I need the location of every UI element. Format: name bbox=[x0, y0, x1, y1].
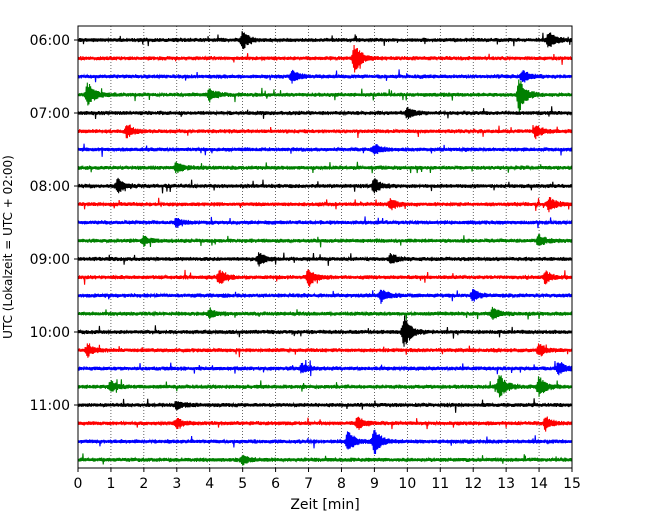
trace-line bbox=[77, 216, 573, 229]
x-tick-label: 7 bbox=[304, 476, 313, 492]
trace-line bbox=[77, 375, 573, 398]
x-tick-label: 1 bbox=[106, 476, 115, 492]
trace-line bbox=[77, 306, 573, 321]
y-tick-label: 09:00 bbox=[30, 252, 70, 268]
x-tick-label: 14 bbox=[530, 476, 548, 492]
x-tick-label: 8 bbox=[337, 476, 346, 492]
x-tick-label: 12 bbox=[464, 476, 482, 492]
trace-line bbox=[77, 161, 573, 174]
trace-line bbox=[77, 45, 573, 73]
trace-line bbox=[77, 453, 573, 466]
trace-line bbox=[77, 429, 573, 455]
x-tick-label: 9 bbox=[370, 476, 379, 492]
x-tick-label: 3 bbox=[172, 476, 181, 492]
y-tick-label: 06:00 bbox=[30, 33, 70, 49]
x-tick-label: 5 bbox=[238, 476, 247, 492]
trace-line bbox=[77, 398, 573, 413]
y-axis: 06:00 07:00 08:00 09:00 10:00 11:00 bbox=[30, 33, 78, 414]
x-tick-label: 10 bbox=[398, 476, 416, 492]
trace-line bbox=[77, 416, 573, 432]
plot-frame bbox=[77, 25, 573, 469]
x-axis: 0 1 2 3 4 5 6 7 8 9 10 11 12 13 14 15 bbox=[74, 468, 581, 492]
trace-line bbox=[77, 234, 573, 248]
x-tick-label: 6 bbox=[271, 476, 280, 492]
x-tick-label: 13 bbox=[497, 476, 515, 492]
x-tick-label: 11 bbox=[431, 476, 449, 492]
x-tick-label: 4 bbox=[205, 476, 214, 492]
trace-line bbox=[77, 143, 573, 157]
trace-line bbox=[77, 360, 573, 377]
trace-line bbox=[77, 269, 573, 287]
trace-line bbox=[77, 289, 573, 304]
trace-line bbox=[77, 124, 573, 140]
trace-line bbox=[77, 79, 573, 113]
trace-line bbox=[77, 106, 573, 120]
y-tick-label: 08:00 bbox=[30, 179, 70, 195]
trace-line bbox=[77, 315, 573, 347]
x-tick-label: 15 bbox=[563, 476, 581, 492]
trace-line bbox=[77, 252, 573, 267]
trace-line bbox=[77, 31, 573, 50]
x-tick-label: 0 bbox=[74, 476, 83, 492]
x-axis-label: Zeit [min] bbox=[290, 497, 359, 513]
x-tick-label: 2 bbox=[139, 476, 148, 492]
y-tick-label: 10:00 bbox=[30, 325, 70, 341]
trace-group bbox=[77, 31, 573, 466]
y-tick-label: 07:00 bbox=[30, 106, 70, 122]
y-tick-label: 11:00 bbox=[30, 398, 70, 414]
trace-line bbox=[77, 69, 573, 84]
trace-line bbox=[77, 197, 573, 213]
trace-line bbox=[77, 343, 573, 358]
y-axis-label: UTC (Lokalzeit = UTC + 02:00) bbox=[1, 155, 15, 339]
trace-line bbox=[77, 177, 573, 194]
